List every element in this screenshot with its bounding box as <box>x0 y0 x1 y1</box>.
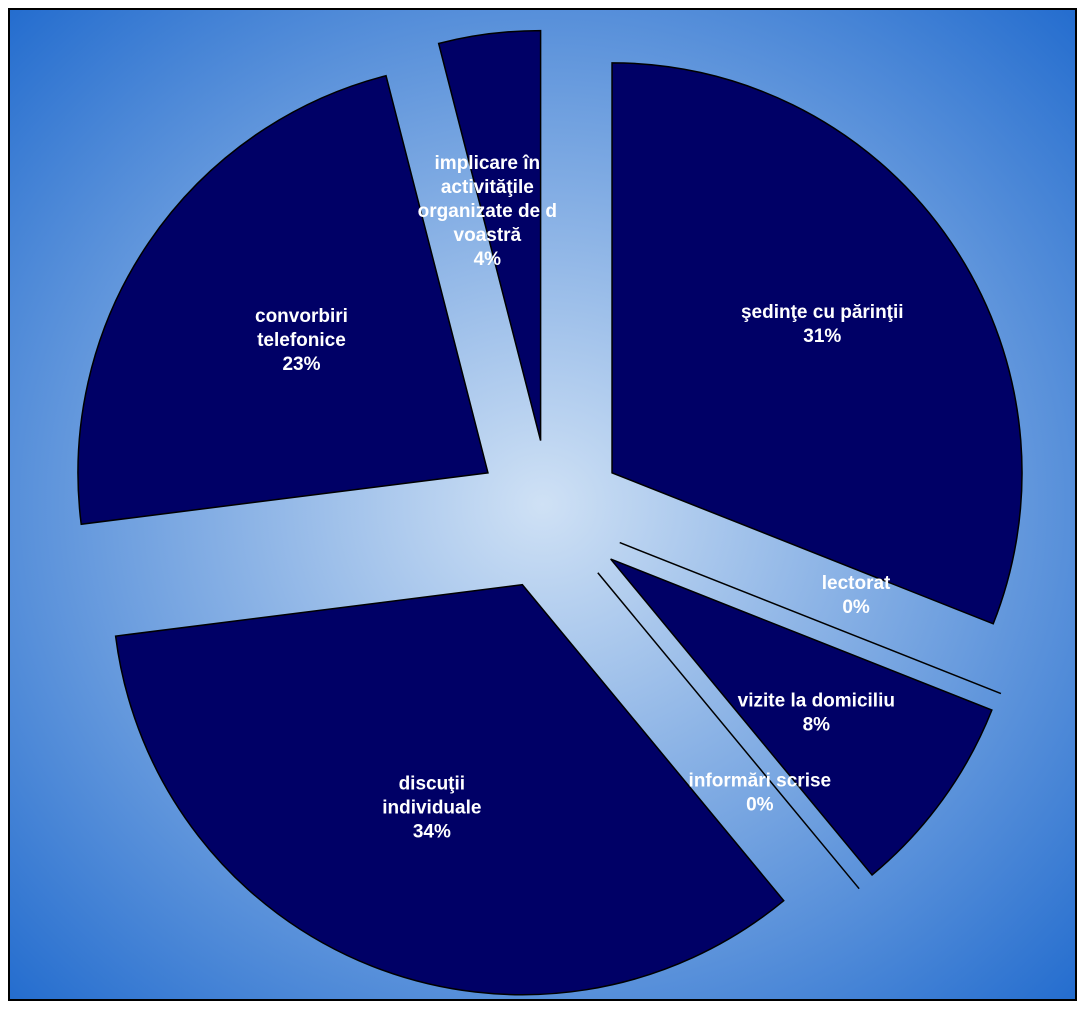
slice-name-label: individuale <box>382 797 481 818</box>
label-lectorat: lectorat 0% <box>822 573 891 618</box>
slice-percent-label: 8% <box>803 714 831 735</box>
label-informari-scrise: informări scrise 0% <box>689 771 832 816</box>
slice-name-label: implicare în <box>435 153 541 174</box>
slice-name-label: activităţile <box>441 177 534 198</box>
slice-percent-label: 0% <box>746 795 774 816</box>
slice-percent-label: 0% <box>842 597 870 618</box>
slice-percent-label: 34% <box>413 821 451 842</box>
slice-name-label: lectorat <box>822 573 891 594</box>
slice-percent-label: 23% <box>282 354 320 375</box>
slice-vizite-la-domiciliu <box>610 558 993 877</box>
slice-name-label: organizate de d <box>418 201 557 222</box>
chart-frame: şedinţe cu părinţii 31% lectorat 0% vizite l… <box>8 8 1077 1001</box>
label-sedinte-cu-parintii: şedinţe cu părinţii 31% <box>741 302 904 347</box>
slice-name-label: vizite la domiciliu <box>738 690 895 711</box>
slice-name-label: telefonice <box>257 330 346 351</box>
slice-informari-scrise <box>597 572 860 890</box>
slice-percent-label: 31% <box>803 326 841 347</box>
label-vizite-la-domiciliu: vizite la domiciliu 8% <box>738 690 895 735</box>
slice-convorbiri-telefonice <box>77 74 489 526</box>
slice-name-label: convorbiri <box>255 306 348 327</box>
label-convorbiri-telefonice: convorbiri telefonice 23% <box>255 306 348 375</box>
slice-name-label: şedinţe cu părinţii <box>741 302 904 323</box>
slice-percent-label: 4% <box>474 249 502 270</box>
slice-lectorat <box>619 541 1002 695</box>
label-discutii-individuale: discuţii individuale 34% <box>382 773 481 842</box>
slice-discutii-individuale <box>114 583 785 996</box>
slice-name-label: voastră <box>454 225 522 246</box>
slice-implicare-in-activitatile-organizate-de-d-voastra <box>437 29 542 441</box>
slice-name-label: discuţii <box>399 773 466 794</box>
slice-name-label: informări scrise <box>689 771 832 792</box>
slice-sedinte-cu-parintii <box>611 62 1023 625</box>
label-implicare-in-activitatile-organizate-de-d-voastra: implicare în activităţile organizate de d v… <box>418 153 557 270</box>
pie-slices <box>77 29 1023 996</box>
slice-labels: şedinţe cu părinţii 31% lectorat 0% vizite l… <box>255 153 904 843</box>
pie-chart: şedinţe cu părinţii 31% lectorat 0% vizite l… <box>10 10 1075 999</box>
